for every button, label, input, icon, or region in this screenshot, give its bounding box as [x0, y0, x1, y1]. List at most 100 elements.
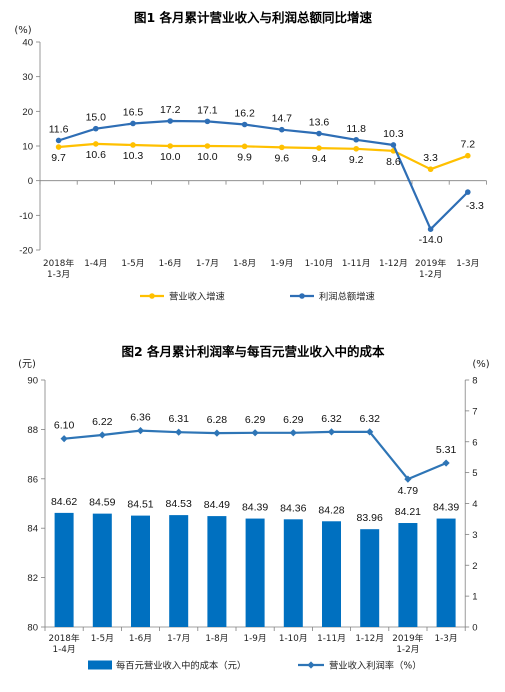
- data-point: [279, 144, 285, 151]
- x-tick-label: 1-5月: [91, 633, 114, 644]
- data-label: 3.3: [423, 152, 438, 164]
- data-point: [465, 189, 471, 195]
- data-point: [366, 428, 374, 436]
- bar: [360, 529, 380, 627]
- x-tick-label: 1-7月: [167, 633, 190, 644]
- legend-label: 每百元营业收入中的成本（元）: [116, 660, 246, 672]
- x-tick-label: 1-11月: [342, 258, 371, 269]
- data-point: [316, 145, 322, 151]
- left-y-tick-label: 80: [27, 623, 38, 634]
- data-point: [167, 118, 173, 124]
- legend-marker: [307, 661, 315, 669]
- data-point: [55, 137, 62, 144]
- data-point: [130, 142, 136, 148]
- y-tick-label: -20: [19, 246, 33, 257]
- right-y-tick-label: 8: [472, 376, 477, 387]
- data-label: 9.2: [349, 154, 364, 166]
- data-label: -14.0: [419, 234, 443, 246]
- data-label: 14.7: [272, 113, 293, 125]
- data-label: 16.5: [123, 106, 144, 118]
- bar-data-label: 84.36: [280, 502, 306, 514]
- data-point: [175, 428, 183, 436]
- x-tick-label: 2019年: [392, 632, 423, 644]
- data-point: [204, 118, 211, 125]
- x-tick-label: 2018年: [43, 257, 74, 269]
- bar: [54, 512, 74, 627]
- left-y-tick-label: 82: [27, 573, 38, 584]
- legend-label: 营业收入增速: [169, 291, 225, 303]
- data-point: [98, 431, 106, 439]
- data-point: [55, 144, 62, 150]
- chart-1-legend: 营业收入增速 利润总额增速: [140, 291, 375, 303]
- left-y-tick-label: 90: [27, 376, 38, 387]
- data-point: [241, 143, 248, 150]
- x-tick-label: 1-10月: [279, 633, 308, 644]
- data-point: [279, 126, 285, 133]
- data-point: [136, 427, 145, 435]
- bar: [283, 519, 303, 627]
- line-data-label: 6.31: [168, 413, 189, 425]
- x-tick-label: 1-7月: [196, 258, 219, 269]
- y-tick-label: 30: [22, 72, 33, 83]
- legend-label: 营业收入利润率（%）: [329, 660, 422, 672]
- data-label: 15.0: [86, 112, 107, 124]
- chart-2-margin-and-cost: 图2 各月累计利润率与每百元营业收入中的成本 (元) (%) 908886848…: [18, 344, 490, 672]
- bar: [245, 518, 265, 627]
- data-label: 16.2: [234, 108, 255, 120]
- x-tick-label: 1-12月: [379, 258, 408, 269]
- data-point: [353, 136, 360, 143]
- x-tick-label: 1-3月: [456, 258, 479, 269]
- x-tick-label: 1-6月: [159, 258, 182, 269]
- left-y-tick-label: 86: [27, 474, 38, 485]
- bar-data-label: 84.21: [395, 506, 421, 518]
- data-point: [130, 120, 136, 127]
- x-tick-label: 1-5月: [121, 258, 144, 269]
- line-data-label: 5.31: [436, 444, 457, 456]
- data-point: [167, 143, 173, 149]
- data-point: [204, 143, 211, 149]
- x-tick-label: 1-8月: [205, 633, 228, 644]
- data-label: 9.4: [312, 153, 327, 165]
- chart-2-legend: 每百元营业收入中的成本（元） 营业收入利润率（%）: [88, 660, 422, 672]
- data-point: [316, 130, 322, 137]
- data-point: [353, 145, 360, 152]
- legend-label: 利润总额增速: [319, 291, 375, 303]
- right-y-tick-label: 6: [472, 437, 477, 448]
- right-y-tick-label: 5: [472, 468, 477, 479]
- bar: [92, 513, 112, 627]
- line-data-label: 6.10: [54, 420, 75, 432]
- bar-data-label: 84.28: [318, 504, 344, 516]
- chart-2-left-unit-label: (元): [18, 359, 36, 370]
- x-tick-label: 1-6月: [129, 633, 152, 644]
- data-point: [241, 121, 248, 128]
- data-label: 10.6: [86, 149, 107, 161]
- x-tick-label: 1-9月: [270, 258, 293, 269]
- x-tick-label: 1-4月: [84, 258, 107, 269]
- data-point: [327, 428, 336, 436]
- data-label: 9.9: [237, 151, 252, 163]
- x-tick-label: 1-3月: [435, 633, 458, 644]
- data-point: [289, 429, 297, 437]
- line-data-label: 6.28: [207, 414, 228, 426]
- data-label: 11.8: [346, 123, 366, 135]
- x-tick-label: 1-2月: [396, 644, 419, 655]
- data-point: [404, 475, 412, 483]
- bar: [436, 518, 456, 627]
- bar-data-label: 84.59: [89, 497, 115, 509]
- x-tick-label: 1-8月: [233, 258, 256, 269]
- line-data-label: 6.32: [321, 413, 342, 425]
- right-y-tick-label: 7: [472, 406, 477, 417]
- data-label: 9.6: [274, 152, 289, 164]
- profit-growth-line: [58, 119, 469, 231]
- line-data-label: 6.29: [245, 414, 266, 426]
- x-tick-label: 2019年: [415, 257, 446, 269]
- chart-1-title: 图1 各月累计营业收入与利润总额同比增速: [134, 10, 373, 25]
- chart-2-right-unit-label: (%): [472, 359, 489, 370]
- x-tick-label: 1-2月: [419, 269, 442, 280]
- data-point: [251, 429, 259, 437]
- legend-bar-swatch: [88, 660, 112, 670]
- x-tick-label: 1-3月: [47, 269, 70, 280]
- chart-2-title: 图2 各月累计利润率与每百元营业收入中的成本: [121, 344, 385, 359]
